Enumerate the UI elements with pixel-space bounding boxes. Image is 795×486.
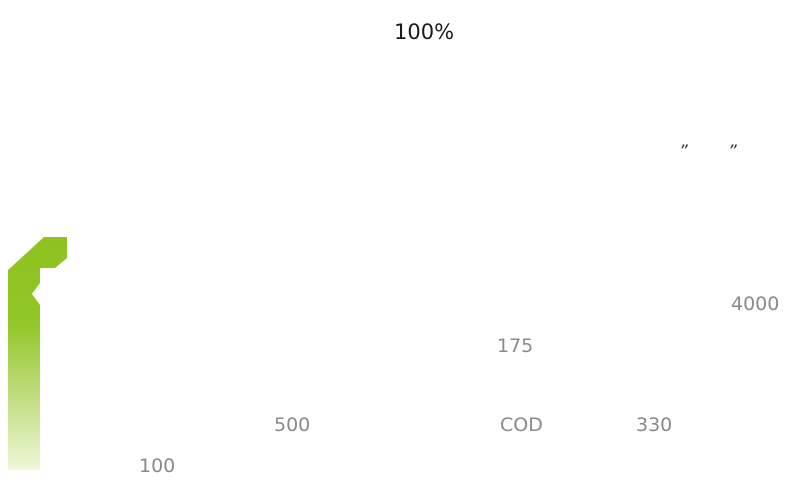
cod-label: COD <box>500 414 543 436</box>
headline-percentage: 100% <box>394 20 455 44</box>
number-330: 330 <box>636 414 673 436</box>
number-500: 500 <box>274 414 311 436</box>
close-quote-mark: ” <box>728 142 737 162</box>
green-accent-shape <box>8 237 67 470</box>
number-175: 175 <box>497 335 534 357</box>
number-100: 100 <box>139 455 176 477</box>
open-quote-mark: ” <box>679 142 688 162</box>
number-4000: 4000 <box>731 293 780 315</box>
